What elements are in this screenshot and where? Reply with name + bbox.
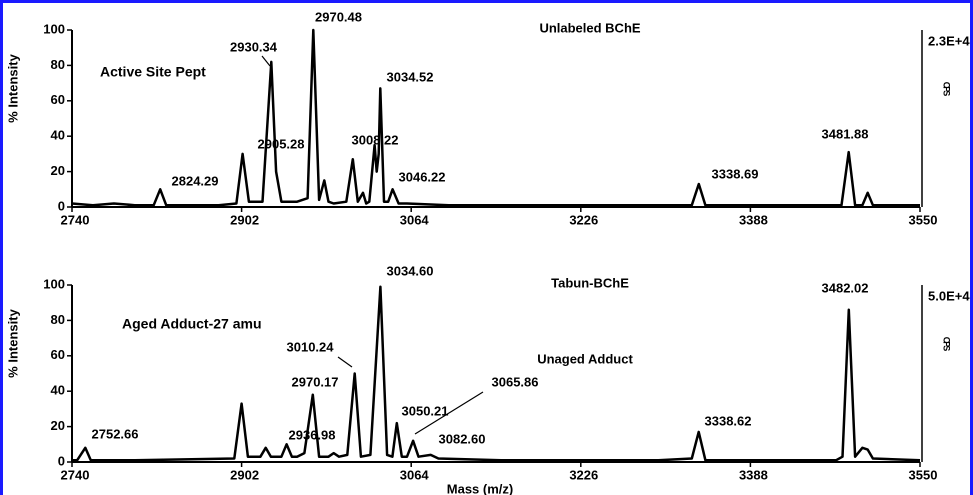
spectrum-line (71, 28, 920, 207)
annotation: 3065.86 (492, 374, 539, 389)
x-axis-label: Mass (m/z) (447, 481, 513, 495)
leader-line (414, 391, 484, 435)
y2-scale: 2.3E+4 (928, 33, 970, 48)
annotation: Unaged Adduct (537, 351, 633, 366)
annotation: 2936.98 (289, 427, 336, 442)
x-tick-label: 3064 (400, 467, 430, 482)
y-tick-label: 0 (58, 453, 65, 468)
annotation: Active Site Pept (100, 64, 206, 80)
x-tick-label: 2902 (230, 212, 259, 227)
y-tick-label: 20 (51, 163, 65, 178)
y-axis-label: % Intensity (5, 53, 20, 122)
y-axis-label: % Intensity (5, 308, 20, 377)
y-tick-label: 60 (51, 92, 65, 107)
panel-title: Tabun-BChE (551, 275, 629, 290)
x-tick-label: 2902 (230, 467, 259, 482)
x-tick-label: 3388 (739, 467, 768, 482)
x-tick-label: 2740 (61, 212, 90, 227)
x-tick-label: 3550 (909, 467, 938, 482)
annotation: 2970.17 (292, 374, 339, 389)
annotation: Aged Adduct-27 amu (122, 316, 262, 332)
y-tick-label: 60 (51, 347, 65, 362)
annotation: 3034.60 (387, 263, 434, 278)
annotation: 3010.24 (287, 339, 335, 354)
annotation: 2970.48 (315, 9, 362, 24)
annotation: 3482.02 (822, 280, 869, 295)
annotation: 3046.22 (399, 169, 446, 184)
annotation: 2824.29 (172, 173, 219, 188)
x-tick-label: 3064 (400, 212, 430, 227)
annotation: 3050.21 (402, 403, 449, 418)
x-tick-label: 3550 (909, 212, 938, 227)
y-tick-label: 80 (51, 312, 65, 327)
y-tick-label: 100 (43, 276, 65, 291)
annotation: 3034.52 (387, 69, 434, 84)
x-tick-label: 2740 (61, 467, 90, 482)
y-tick-label: 80 (51, 57, 65, 72)
y-tick-label: 100 (43, 21, 65, 36)
panel-title: Unlabeled BChE (539, 20, 640, 35)
annotation: 3008.22 (352, 132, 399, 147)
annotation: 2905.28 (258, 136, 305, 151)
annotation: 3481.88 (822, 126, 869, 141)
annotation: 3338.62 (705, 413, 752, 428)
annotation: 2930.34 (230, 39, 278, 54)
annotation: 3338.69 (712, 166, 759, 181)
y2-axis-label: CPS (942, 337, 952, 352)
y2-scale: 5.0E+4 (928, 288, 970, 303)
y-tick-label: 0 (58, 198, 65, 213)
y2-axis-label: CPS (942, 82, 952, 97)
x-tick-label: 3388 (739, 212, 768, 227)
y-tick-label: 40 (51, 128, 65, 143)
y-tick-label: 40 (51, 383, 65, 398)
spectrum-line (72, 285, 921, 462)
annotation: 3082.60 (439, 431, 486, 446)
x-tick-label: 3226 (569, 212, 598, 227)
y-tick-label: 20 (51, 418, 65, 433)
leader-line (337, 356, 353, 368)
annotation: 2752.66 (92, 426, 139, 441)
leader-line (261, 55, 271, 67)
x-tick-label: 3226 (569, 467, 598, 482)
